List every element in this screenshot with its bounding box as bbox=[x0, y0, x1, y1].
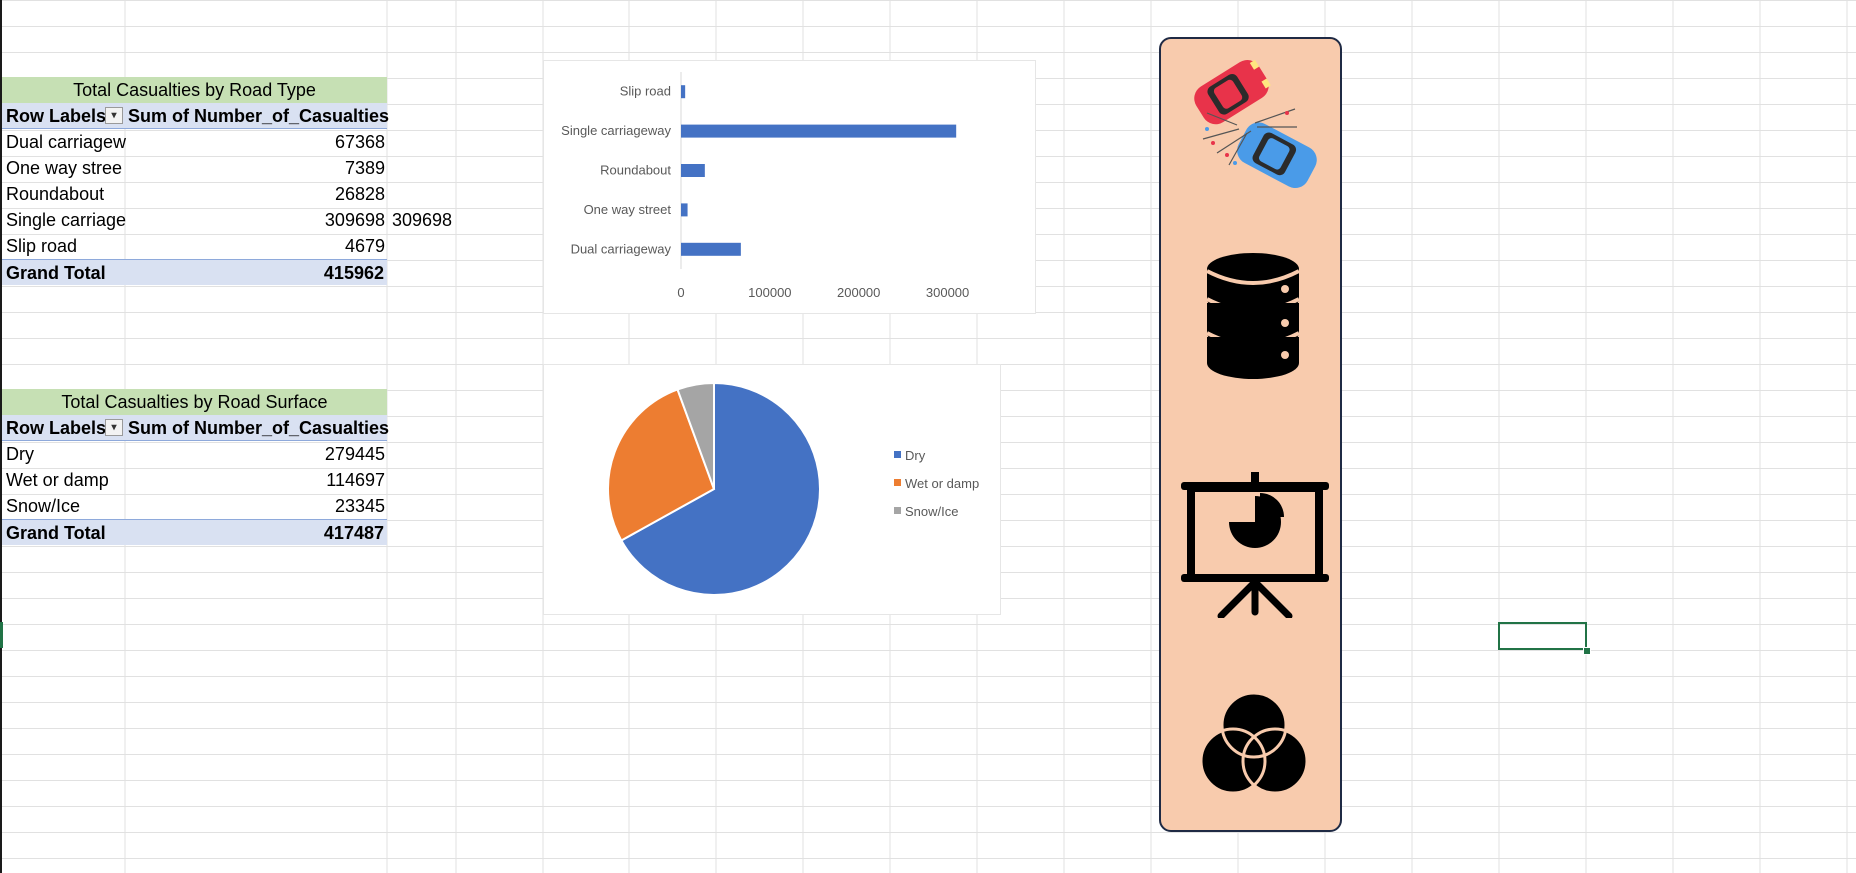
row-label: Wet or damp bbox=[6, 470, 109, 490]
legend-swatch bbox=[894, 479, 901, 486]
grand-total-value: 417487 bbox=[323, 523, 384, 543]
row-label: Dry bbox=[6, 444, 34, 464]
adjacent-cell-value[interactable]: 309698 bbox=[392, 210, 453, 230]
navigation-icon-panel bbox=[1159, 37, 1342, 832]
pie-slice bbox=[619, 381, 821, 596]
bar bbox=[681, 164, 705, 177]
x-tick-label: 200000 bbox=[837, 285, 880, 300]
bar bbox=[681, 242, 741, 256]
row-label: Single carriage bbox=[6, 210, 126, 230]
pivot-data-row[interactable]: One way stree 7389 bbox=[2, 155, 388, 181]
pie-slice bbox=[607, 388, 716, 542]
pivot-data-row[interactable]: Single carriage 309698 309698 bbox=[2, 207, 452, 233]
pivot-data-row[interactable]: Dry 279445 bbox=[2, 441, 388, 467]
legend-label: Snow/Ice bbox=[905, 504, 958, 519]
sum-header: Sum of Number_of_Casualties bbox=[128, 418, 390, 438]
legend-swatch bbox=[894, 507, 901, 514]
pivot-data-row[interactable]: Wet or damp 114697 bbox=[2, 467, 388, 493]
pivot-data-row[interactable]: Roundabout 26828 bbox=[2, 181, 388, 207]
row-value: 4679 bbox=[344, 236, 385, 256]
pie-chart-svg: Dry Wet or damp Snow/Ice bbox=[607, 381, 979, 596]
bar bbox=[681, 124, 957, 138]
grand-total-row: Grand Total 415962 bbox=[2, 259, 387, 285]
car-crash-icon[interactable] bbox=[1177, 43, 1329, 203]
row-labels-header: Row Labels bbox=[6, 418, 107, 438]
bar-category-label: Dual carriageway bbox=[571, 241, 672, 256]
row-value: 67368 bbox=[334, 132, 385, 152]
x-tick-label: 0 bbox=[677, 285, 684, 300]
bar-chart-svg: Slip road Single carriageway Roundabout One… bbox=[561, 72, 969, 300]
legend-label: Wet or damp bbox=[905, 476, 979, 491]
bar-category-label: Single carriageway bbox=[561, 123, 671, 138]
row-label: Roundabout bbox=[6, 184, 105, 204]
pie-slice bbox=[676, 381, 715, 490]
row-value: 114697 bbox=[326, 470, 385, 490]
pie-chart-road-surface[interactable]: Dry Wet or damp Snow/Ice bbox=[543, 364, 1001, 615]
grand-total-row: Grand Total 417487 bbox=[2, 519, 387, 545]
legend-label: Dry bbox=[905, 448, 926, 463]
row-value: 7389 bbox=[344, 158, 385, 178]
x-tick-label: 100000 bbox=[748, 285, 791, 300]
filter-dropdown-button[interactable]: ▾ bbox=[105, 107, 123, 124]
sum-header: Sum of Number_of_Casualties bbox=[128, 106, 390, 126]
active-cell-selection[interactable] bbox=[1498, 622, 1587, 650]
database-icon[interactable] bbox=[1205, 251, 1301, 381]
pivot-table-road-type[interactable]: Total Casualties by Road Type Row Labels… bbox=[2, 77, 452, 285]
fill-handle[interactable] bbox=[1583, 647, 1591, 655]
pivot-data-row[interactable]: Slip road 4679 bbox=[2, 233, 388, 259]
pivot-title: Total Casualties by Road Surface bbox=[2, 389, 387, 415]
row-value: 23345 bbox=[334, 496, 385, 516]
grand-total-value: 415962 bbox=[323, 263, 384, 283]
bar bbox=[681, 85, 686, 99]
pivot-table-road-surface[interactable]: Total Casualties by Road Surface Row Lab… bbox=[2, 389, 390, 545]
pivot-header-row: Row Labels ▾ Sum of Number_of_Casualties bbox=[2, 103, 390, 129]
presentation-chart-icon[interactable] bbox=[1181, 472, 1329, 618]
row-value: 279445 bbox=[324, 444, 385, 464]
row-label: Slip road bbox=[6, 236, 78, 256]
bar-category-label: Slip road bbox=[620, 84, 671, 99]
row-label: One way stree bbox=[6, 158, 123, 178]
row-value: 309698 bbox=[324, 210, 385, 230]
row-label: Snow/Ice bbox=[6, 496, 81, 516]
bar bbox=[681, 203, 688, 217]
pivot-header-row: Row Labels ▾ Sum of Number_of_Casualties bbox=[2, 415, 390, 441]
row-value: 26828 bbox=[334, 184, 385, 204]
window-edge bbox=[0, 0, 2, 873]
venn-diagram-icon[interactable] bbox=[1199, 691, 1309, 799]
filter-dropdown-button[interactable]: ▾ bbox=[105, 419, 123, 436]
grand-total-label: Grand Total bbox=[6, 263, 106, 283]
bar-chart-road-type[interactable]: Slip road Single carriageway Roundabout One… bbox=[543, 60, 1036, 314]
pivot-data-row[interactable]: Dual carriagew 67368 bbox=[2, 129, 388, 155]
bar-category-label: Roundabout bbox=[600, 163, 671, 178]
bar-category-label: One way street bbox=[584, 202, 672, 217]
row-labels-header: Row Labels bbox=[6, 106, 107, 126]
pivot-title: Total Casualties by Road Type bbox=[2, 77, 387, 103]
x-tick-label: 300000 bbox=[926, 285, 969, 300]
legend-swatch bbox=[894, 451, 901, 458]
row-selection-indicator bbox=[0, 622, 3, 648]
row-label: Dual carriagew bbox=[6, 132, 126, 152]
grand-total-label: Grand Total bbox=[6, 523, 106, 543]
pivot-rows: Dual carriagew 67368 One way stree 7389 Roun… bbox=[2, 129, 452, 259]
pivot-data-row[interactable]: Snow/Ice 23345 bbox=[2, 493, 388, 519]
pivot-rows: Dry 279445 Wet or damp 114697 Snow/Ice 23345 bbox=[2, 441, 388, 519]
